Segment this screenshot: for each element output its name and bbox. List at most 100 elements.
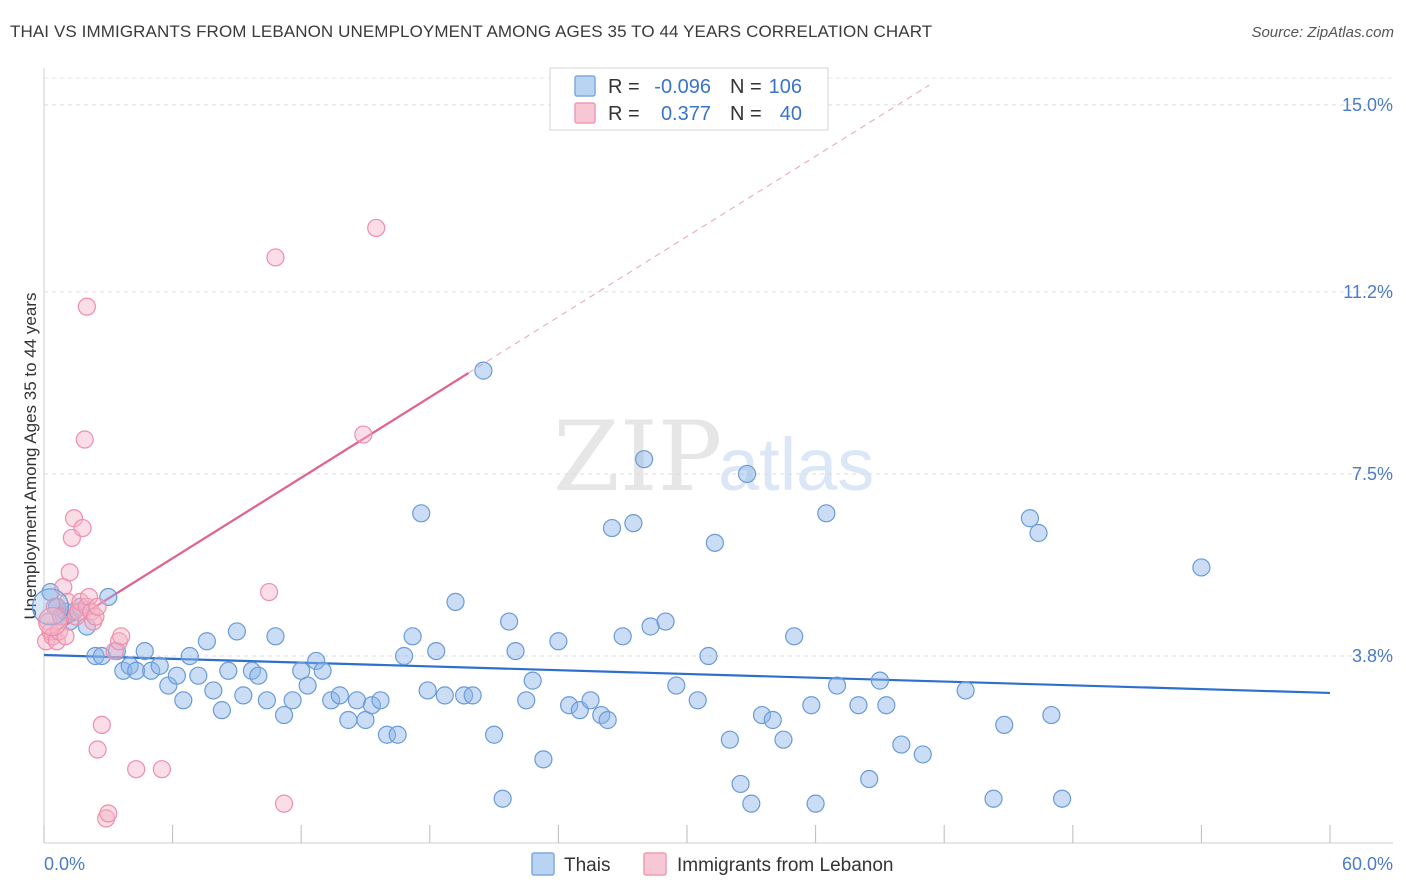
thais-point-51: [418, 681, 437, 700]
stats-legend: R = -0.096 N = 106 R = 0.377 N = 40: [549, 67, 829, 131]
thais-point-102: [1020, 509, 1040, 528]
y-tick-label: 11.2%: [1343, 282, 1393, 302]
thais-point-30: [249, 666, 268, 685]
thais-point-68: [581, 691, 600, 710]
thais-point-86: [763, 710, 782, 730]
thais-point-71: [602, 518, 622, 538]
axes: [43, 68, 1393, 844]
y-tick-label: 3.8%: [1352, 646, 1393, 666]
thais-point-90: [806, 794, 825, 813]
thais-point-77: [667, 676, 686, 695]
trend-lines: [43, 84, 1331, 695]
lebanon-point-39: [367, 218, 386, 238]
thais-point-93: [849, 696, 868, 715]
thais-point-47: [388, 725, 407, 744]
stats-legend-box: [549, 67, 829, 131]
thais-point-75: [641, 617, 660, 636]
thais-point-74: [635, 450, 654, 469]
lebanon-point-34: [152, 760, 171, 779]
thais-cluster-point: [31, 588, 70, 626]
chart-title: THAI VS IMMIGRANTS FROM LEBANON UNEMPLOY…: [10, 22, 933, 41]
source-label: Source: ZipAtlas.com: [1251, 24, 1394, 41]
thais-point-89: [802, 696, 821, 715]
lebanon-point-37: [274, 794, 294, 813]
x-tick-label-min: 0.0%: [44, 854, 85, 874]
thais-point-15: [135, 641, 154, 661]
thais-point-28: [234, 686, 253, 705]
thais-point-105: [1052, 789, 1072, 808]
thais-point-80: [705, 533, 724, 552]
thais-point-38: [313, 661, 332, 680]
thais-point-45: [371, 691, 390, 710]
thais-point-50: [412, 504, 431, 523]
thais-point-97: [892, 735, 911, 754]
lebanon-point-38: [354, 425, 373, 444]
lebanon-point-29: [99, 804, 118, 823]
thais-point-46: [377, 725, 397, 744]
legend-r-value-1: -0.096: [654, 76, 711, 98]
thais-point-56: [463, 686, 482, 705]
y-axis-title: Unemployment Among Ages 35 to 44 years: [21, 293, 40, 620]
thais-point-65: [549, 632, 568, 651]
x-tick-label-max: 60.0%: [1342, 854, 1393, 874]
legend-r-label-1: R =: [608, 76, 640, 98]
thais-point-94: [860, 769, 879, 789]
legend-swatch-thais: [574, 75, 596, 97]
thais-point-17: [150, 656, 169, 675]
thais-point-58: [485, 725, 504, 744]
lebanon-point-17: [73, 518, 92, 538]
thais-point-103: [1029, 523, 1048, 543]
lebanon-point-33: [127, 760, 146, 779]
thais-point-72: [613, 627, 632, 646]
thais-point-36: [298, 676, 317, 695]
thais-point-61: [506, 641, 525, 661]
legend-r-label-2: R =: [608, 103, 640, 125]
thais-point-26: [219, 661, 238, 680]
thais-point-21: [180, 646, 199, 666]
thais-point-33: [274, 705, 294, 725]
thais-point-87: [774, 730, 793, 749]
watermark-atlas: atlas: [718, 423, 874, 506]
thais-point-14: [127, 661, 146, 680]
thais-point-85: [752, 705, 772, 725]
y-tick-labels: 3.8% 7.5% 11.2% 15.0%: [1342, 95, 1393, 666]
legend-n-label-2: N =: [730, 103, 762, 125]
thais-point-8: [86, 646, 105, 666]
lebanon-point-36: [266, 248, 285, 267]
thais-point-96: [877, 696, 896, 715]
thais-point-95: [870, 671, 890, 690]
thais-point-83: [737, 464, 757, 484]
thais-point-91: [817, 504, 836, 523]
thais-point-54: [446, 592, 465, 611]
thais-point-20: [174, 691, 193, 710]
lebanon-point-35: [259, 582, 279, 602]
bottom-legend-swatch-thais: [531, 852, 555, 876]
thais-point-53: [435, 686, 454, 705]
thais-point-92: [827, 676, 847, 695]
lebanon-point-25: [88, 597, 107, 616]
thais-point-64: [534, 750, 553, 769]
thais-point-88: [785, 627, 804, 646]
x-ticks: [43, 825, 1331, 843]
thais-point-49: [403, 627, 422, 646]
thais-point-41: [339, 710, 358, 730]
thais-point-82: [731, 774, 750, 794]
thais-point-44: [362, 696, 382, 715]
bottom-legend-label-lebanon: Immigrants from Lebanon: [677, 855, 894, 876]
lebanon-point-26: [88, 740, 107, 759]
lebanon-point-11: [60, 563, 79, 582]
thais-point-48: [394, 646, 414, 666]
thais-point-37: [307, 651, 326, 671]
thais-point-42: [347, 691, 367, 710]
thais-point-76: [656, 612, 675, 631]
bottom-legend-swatch-lebanon: [643, 852, 667, 876]
thais-point-104: [1042, 705, 1061, 725]
thais-point-32: [266, 627, 285, 646]
thais-point-31: [257, 691, 277, 710]
thais-point-98: [913, 745, 932, 764]
thais-point-57: [474, 361, 493, 380]
thais-point-23: [197, 632, 216, 651]
thais-point-16: [142, 661, 161, 680]
legend-r-value-2: 0.377: [661, 103, 711, 125]
